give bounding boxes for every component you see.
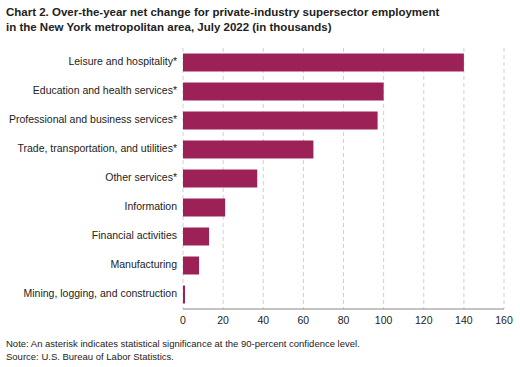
category-label: Mining, logging, and construction (23, 287, 177, 299)
bar (183, 170, 257, 188)
category-label: Leisure and hospitality* (68, 55, 177, 67)
note: Note: An asterisk indicates statistical … (6, 338, 360, 349)
bar (183, 54, 464, 72)
note: Source: U.S. Bureau of Labor Statistics. (6, 351, 174, 362)
category-label: Trade, transportation, and utilities* (17, 142, 177, 154)
x-tick-label: 140 (455, 314, 473, 326)
category-label: Other services* (105, 171, 177, 183)
x-tick-label: 160 (495, 314, 513, 326)
bar (183, 257, 199, 275)
grid (183, 48, 504, 309)
bar (183, 199, 225, 217)
bars (183, 54, 464, 304)
grid-line (504, 48, 505, 309)
bar (183, 141, 313, 159)
chart: Chart 2. Over-the-year net change for pr… (0, 0, 520, 367)
title: in the New York metropolitan area, July … (6, 21, 332, 33)
x-tick-label: 0 (180, 314, 186, 326)
category-label: Professional and business services* (9, 113, 177, 125)
category-label: Education and health services* (33, 84, 177, 96)
x-tick-label: 80 (338, 314, 350, 326)
grid-line (463, 48, 464, 309)
x-tick-label: 120 (415, 314, 433, 326)
category-label: Information (124, 200, 177, 212)
bar (183, 112, 378, 130)
x-tick-label: 100 (375, 314, 393, 326)
category-label: Financial activities (92, 229, 177, 241)
x-axis-line (183, 309, 504, 310)
x-tick-label: 40 (257, 314, 269, 326)
y-axis-labels: Mining, logging, and construction Manufac… (9, 55, 177, 299)
bar (183, 286, 185, 304)
bar (183, 83, 384, 101)
grid-line (423, 48, 424, 309)
title: Chart 2. Over-the-year net change for pr… (6, 6, 439, 18)
bar (183, 228, 209, 246)
x-axis-ticks: 0 20 40 60 80 100 120 140 160 (180, 314, 513, 326)
category-label: Manufacturing (110, 258, 177, 270)
x-tick-label: 20 (217, 314, 229, 326)
chart-container: Chart 2. Over-the-year net change for pr… (0, 0, 520, 367)
x-tick-label: 60 (298, 314, 310, 326)
